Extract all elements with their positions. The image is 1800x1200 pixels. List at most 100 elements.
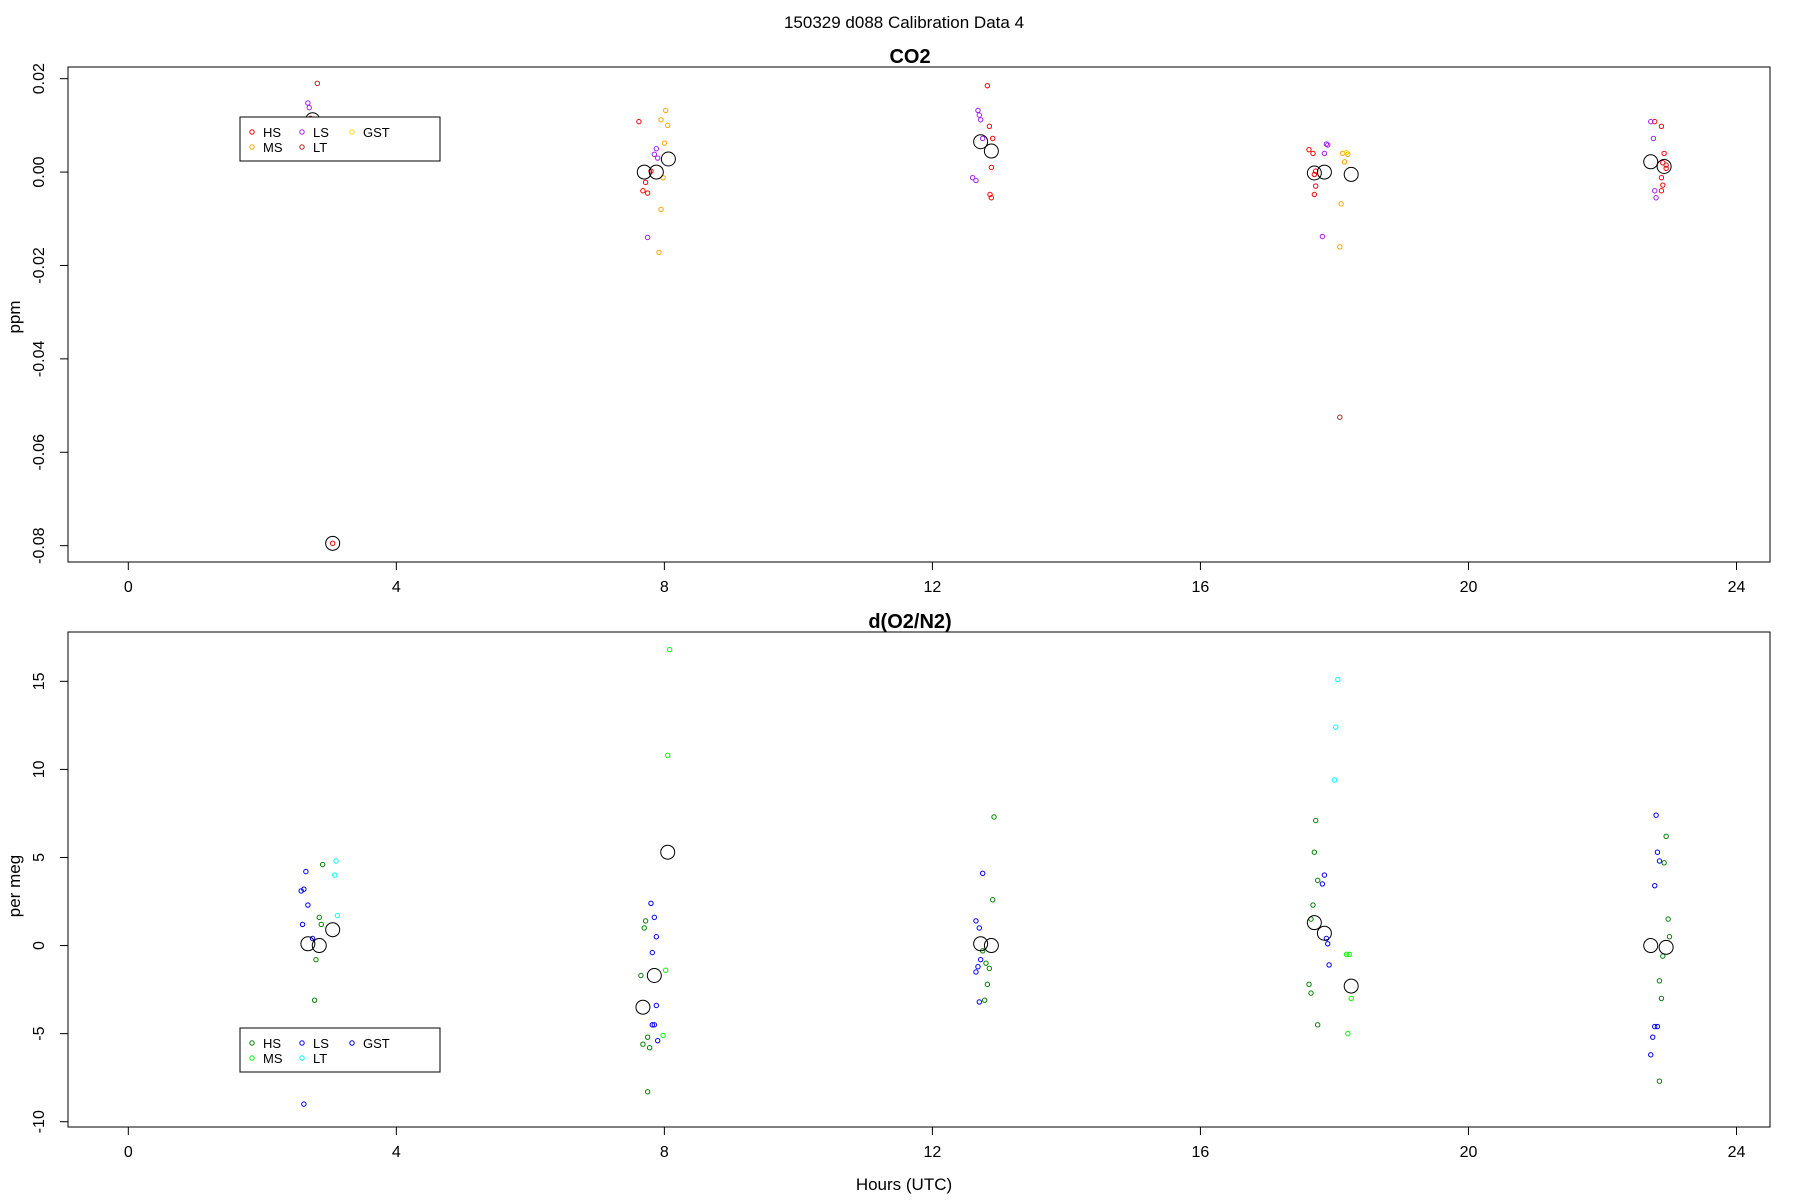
co2-point-hs xyxy=(986,123,993,130)
o2n2-y-tick-label: -5 xyxy=(31,1026,48,1040)
o2n2-point-hs xyxy=(1308,990,1314,996)
co2-point-ms xyxy=(1337,244,1343,250)
o2n2-legend-label-ls: LS xyxy=(313,1036,329,1051)
co2-point-hs xyxy=(990,135,996,142)
o2n2-point-hs xyxy=(1310,902,1316,908)
co2-x-tick-label: 8 xyxy=(660,579,669,596)
co2-point-ls xyxy=(653,146,660,152)
o2n2-point-hs xyxy=(1656,1078,1663,1084)
co2-legend-marker-ls xyxy=(299,129,305,135)
o2n2-point-ls xyxy=(1654,1023,1661,1030)
co2-legend-label-ls: LS xyxy=(313,125,329,140)
o2n2-point-ls xyxy=(649,1022,656,1028)
o2n2-x-tick-label: 8 xyxy=(660,1144,669,1161)
co2-point-hs xyxy=(644,190,651,196)
co2-point-ls xyxy=(1319,233,1326,240)
co2-point-hs xyxy=(636,118,642,125)
co2-mean-marker xyxy=(1306,165,1322,181)
co2-panel-title: CO2 xyxy=(889,46,930,68)
o2n2-point-ls xyxy=(1650,1034,1656,1040)
o2n2-point-hs xyxy=(642,918,649,924)
co2-panel: CO2 ppm 0 4 8 12 16 20 24 -0.08 -0.06 -0.04 -0.02 0… xyxy=(5,46,1771,596)
co2-point-hs xyxy=(1311,191,1318,198)
co2-point-ms xyxy=(658,206,664,213)
co2-point-ms xyxy=(656,249,662,256)
o2n2-point-ms xyxy=(1345,1030,1351,1037)
o2n2-point-hs xyxy=(313,956,319,963)
o2n2-point-ls xyxy=(653,1002,660,1009)
co2-y-tick-label: -0.08 xyxy=(31,527,48,564)
co2-mean-marker xyxy=(660,151,676,167)
co2-legend-label-hs: HS xyxy=(263,125,281,140)
o2n2-point-ms xyxy=(660,1032,666,1039)
co2-point-ls xyxy=(969,174,976,181)
co2-point-ls xyxy=(1652,188,1658,194)
o2n2-point-hs xyxy=(1312,817,1319,824)
figure-title: 150329 d088 Calibration Data 4 xyxy=(784,13,1024,32)
co2-point-ls xyxy=(976,112,983,118)
co2-mean-marker xyxy=(1643,154,1659,170)
o2n2-legend-box xyxy=(239,1027,441,1073)
co2-point-hs xyxy=(1658,123,1665,130)
o2n2-point-ls xyxy=(305,902,311,908)
o2n2-point-hs xyxy=(981,997,988,1003)
o2n2-mean-marker xyxy=(635,999,651,1015)
o2n2-point-ls xyxy=(298,888,304,894)
co2-point-lt xyxy=(1663,162,1669,168)
o2n2-point-hs xyxy=(990,897,996,903)
co2-y-tick-label: 0.00 xyxy=(31,156,48,187)
o2n2-point-ls xyxy=(976,999,983,1005)
co2-x-tick-label: 4 xyxy=(392,579,401,596)
o2n2-legend-marker-hs xyxy=(249,1040,255,1046)
o2n2-point-hs xyxy=(311,997,318,1003)
o2n2-point-hs xyxy=(1311,849,1318,855)
co2-y-tick-label: -0.06 xyxy=(31,434,48,471)
o2n2-point-hs xyxy=(1656,978,1663,984)
o2n2-point-ms xyxy=(1343,951,1350,958)
o2n2-point-lt xyxy=(1331,777,1338,783)
co2-x-tick-label: 24 xyxy=(1728,579,1746,596)
o2n2-legend-label-ms: MS xyxy=(263,1051,283,1066)
co2-legend-marker-lt xyxy=(299,144,305,150)
o2n2-point-hs xyxy=(641,925,647,931)
o2n2-legend-marker-lt xyxy=(299,1055,305,1061)
o2n2-y-tick-label: 10 xyxy=(31,760,48,778)
o2n2-point-lt xyxy=(1333,724,1339,730)
o2n2-point-lt xyxy=(1335,676,1341,683)
o2n2-point-hs xyxy=(316,914,322,921)
o2n2-point-hs xyxy=(1314,877,1321,884)
co2-point-ls xyxy=(644,234,651,241)
o2n2-x-tick-label: 0 xyxy=(124,1144,133,1161)
o2n2-legend-marker-ms xyxy=(249,1055,255,1061)
co2-point-ls xyxy=(1325,142,1331,148)
co2-mean-marker xyxy=(1656,158,1672,174)
o2n2-mean-marker xyxy=(1343,978,1359,994)
co2-point-hs xyxy=(984,82,991,89)
co2-mean-marker xyxy=(973,134,989,150)
co2-point-hs xyxy=(1661,150,1667,157)
co2-y-tick-label: -0.02 xyxy=(31,247,48,284)
co2-point-ls xyxy=(306,104,312,111)
o2n2-point-ms xyxy=(663,967,669,973)
o2n2-point-lt xyxy=(333,858,339,864)
o2n2-y-tick-label: 5 xyxy=(31,853,48,862)
o2n2-point-ls xyxy=(1654,849,1661,855)
co2-point-ms xyxy=(661,140,668,146)
o2n2-mean-marker xyxy=(311,938,327,954)
o2n2-x-tick-label: 16 xyxy=(1192,1144,1210,1161)
co2-point-hs xyxy=(329,540,336,547)
o2n2-point-lt xyxy=(334,912,341,919)
o2n2-point-hs xyxy=(644,1089,651,1095)
o2n2-x-tick-label: 4 xyxy=(392,1144,401,1161)
co2-point-ms xyxy=(658,117,664,123)
o2n2-mean-marker xyxy=(646,968,662,984)
o2n2-panel: d(O2/N2) per meg Hours (UTC) 0 4 8 12 16 20 24… xyxy=(5,611,1771,1194)
co2-point-hs xyxy=(1311,171,1318,178)
o2n2-mean-marker xyxy=(325,922,341,938)
co2-point-ls xyxy=(651,151,658,158)
o2n2-point-ls xyxy=(1319,881,1326,887)
